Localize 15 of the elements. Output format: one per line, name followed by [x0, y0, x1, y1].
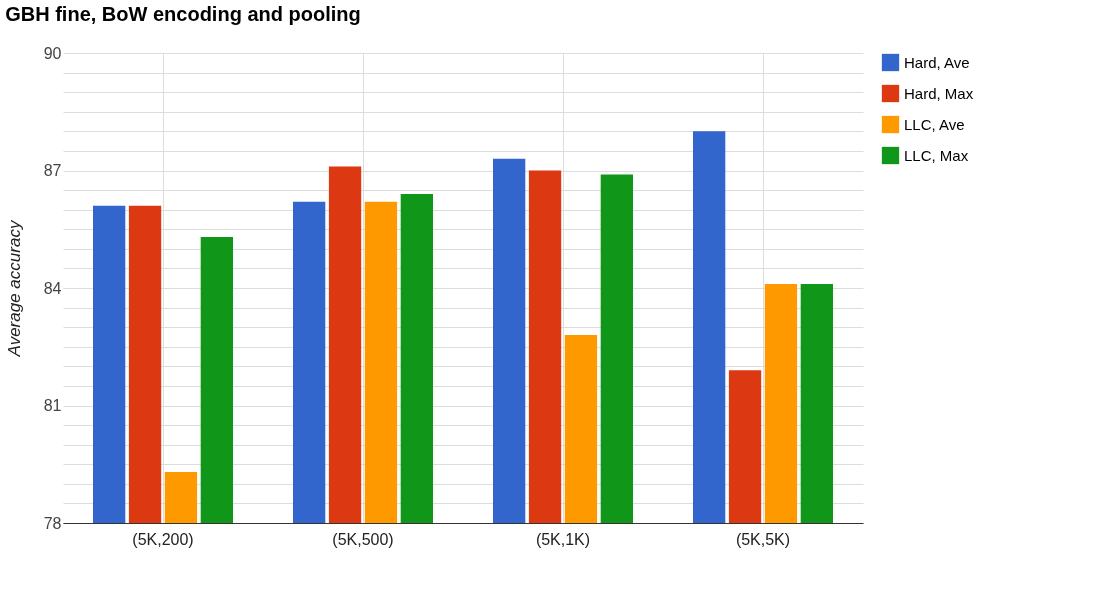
x-tick-label: (5K,500) — [332, 530, 394, 548]
y-axis-title: Average accuracy — [4, 219, 24, 358]
y-tick-label: 90 — [43, 44, 62, 62]
y-tick-label: 81 — [43, 397, 62, 414]
legend-label: Hard, Ave — [904, 53, 970, 71]
y-tick-label: 87 — [43, 162, 62, 179]
y-tick-label: 78 — [43, 514, 62, 532]
legend-label: LLC, Ave — [904, 115, 965, 133]
chart-title: GBH fine, BoW encoding and pooling — [5, 3, 361, 25]
y-tick-label: 84 — [43, 279, 62, 297]
x-tick-label: (5K,5K) — [735, 530, 791, 548]
x-tick-label: (5K,200) — [132, 530, 194, 548]
legend-label: Hard, Max — [904, 84, 974, 102]
x-tick-label: (5K,1K) — [535, 530, 591, 548]
legend-label: LLC, Max — [904, 146, 969, 164]
